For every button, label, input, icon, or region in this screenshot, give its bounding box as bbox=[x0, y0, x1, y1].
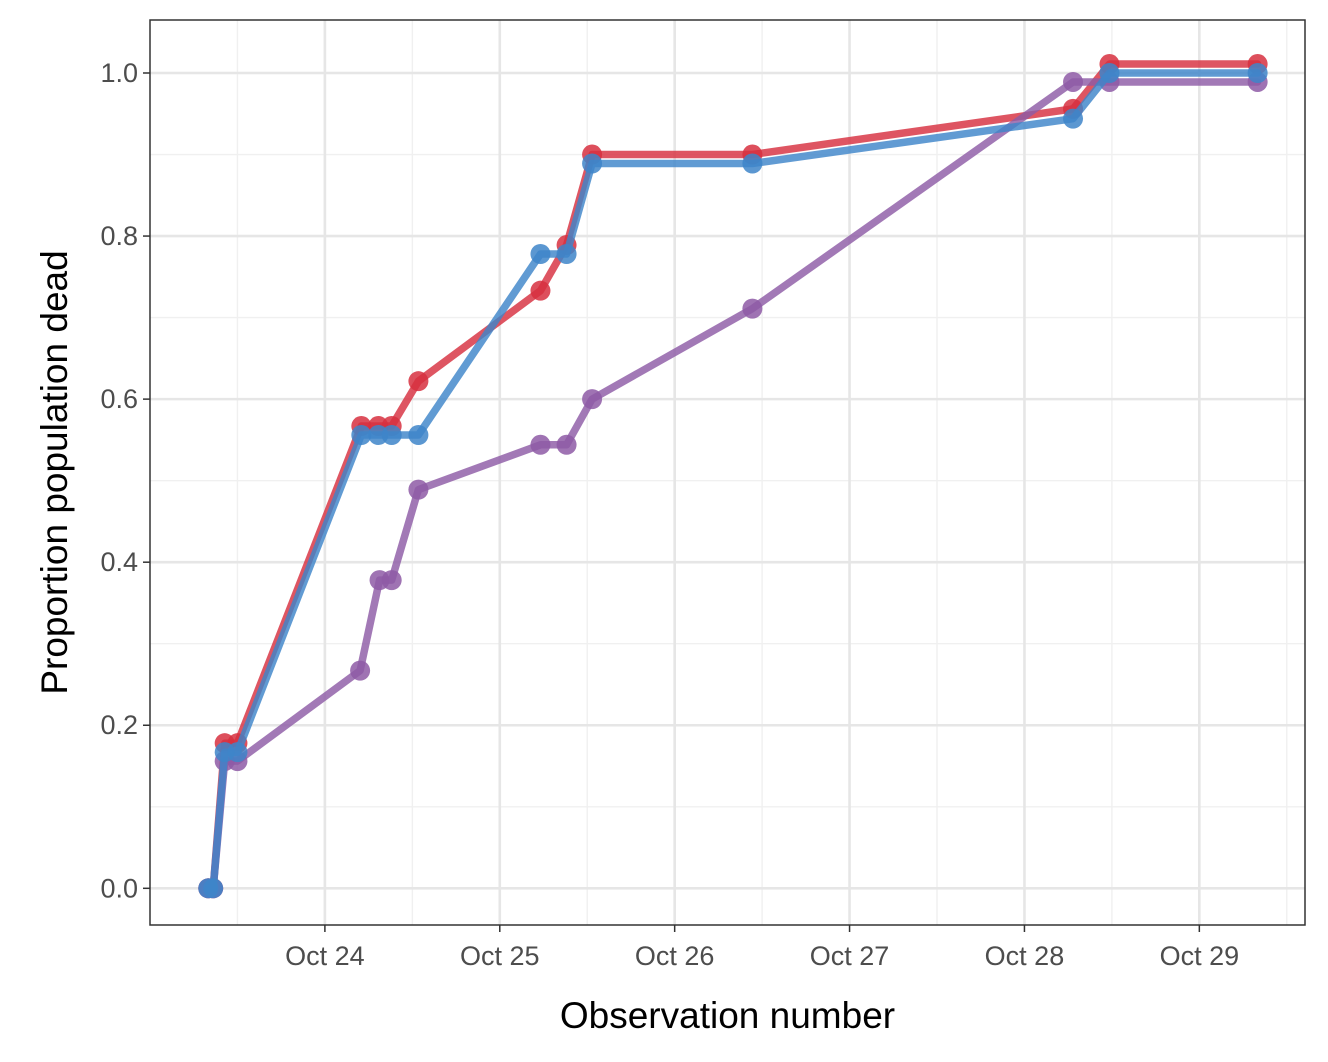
x-tick-label: Oct 28 bbox=[985, 941, 1065, 971]
data-point bbox=[408, 424, 429, 445]
data-point bbox=[530, 280, 551, 301]
data-point bbox=[203, 878, 224, 899]
y-tick-label: 1.0 bbox=[100, 58, 138, 88]
data-point bbox=[1063, 71, 1084, 92]
y-axis-title: Proportion population dead bbox=[34, 250, 75, 694]
series-3 bbox=[198, 62, 1268, 899]
data-point bbox=[408, 479, 429, 500]
x-axis: Oct 24 Oct 25 Oct 26 Oct 27 Oct 28 Oct 29 bbox=[285, 925, 1239, 971]
x-tick-label: Oct 27 bbox=[810, 941, 890, 971]
data-point bbox=[227, 742, 248, 763]
data-point bbox=[350, 660, 371, 681]
x-tick-label: Oct 26 bbox=[635, 941, 715, 971]
data-point bbox=[556, 243, 577, 264]
y-axis: 0.0 0.2 0.4 0.6 0.8 1.0 bbox=[100, 58, 150, 903]
series-layer bbox=[198, 54, 1268, 899]
x-tick-label: Oct 24 bbox=[285, 941, 365, 971]
data-point bbox=[582, 153, 603, 174]
data-point bbox=[408, 371, 429, 392]
y-tick-label: 0.2 bbox=[100, 710, 138, 740]
x-tick-label: Oct 25 bbox=[460, 941, 540, 971]
panel-border bbox=[149, 19, 1306, 926]
data-point bbox=[582, 389, 603, 410]
data-point bbox=[1247, 62, 1268, 83]
data-point bbox=[742, 153, 763, 174]
data-point bbox=[742, 298, 763, 319]
y-tick-label: 0.0 bbox=[100, 873, 138, 903]
major-grid bbox=[150, 20, 1305, 925]
x-axis-title: Observation number bbox=[560, 995, 895, 1036]
x-tick-label: Oct 29 bbox=[1160, 941, 1240, 971]
data-point bbox=[351, 424, 372, 445]
data-point bbox=[556, 434, 577, 455]
data-point bbox=[530, 243, 551, 264]
data-point bbox=[1063, 108, 1084, 129]
data-point bbox=[530, 434, 551, 455]
y-tick-label: 0.8 bbox=[100, 221, 138, 251]
data-point bbox=[381, 570, 402, 591]
data-point bbox=[381, 424, 402, 445]
y-tick-label: 0.6 bbox=[100, 384, 138, 414]
y-tick-label: 0.4 bbox=[100, 547, 138, 577]
data-point bbox=[1099, 62, 1120, 83]
